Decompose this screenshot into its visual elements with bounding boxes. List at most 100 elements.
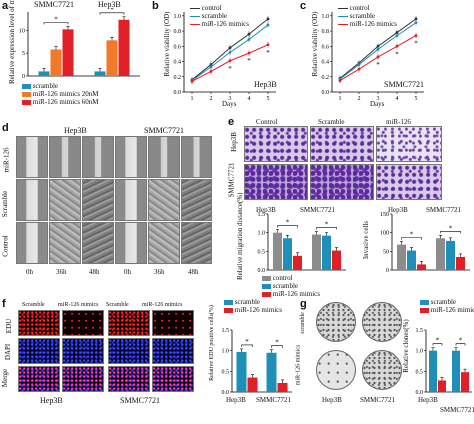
bar bbox=[283, 238, 292, 270]
y-tick-label: 1.5 bbox=[258, 212, 266, 218]
y-tick-label: 0.0 bbox=[416, 390, 424, 394]
panel-d-row-scramble: Scramble bbox=[1, 190, 10, 218]
legend-label: scramble bbox=[272, 282, 299, 290]
legend-swatch bbox=[262, 283, 271, 289]
legend-g-item-1: miR-126 mimics bbox=[420, 306, 474, 314]
legend-c: control scramble miR-126 mimics bbox=[338, 4, 397, 28]
legend-swatch bbox=[224, 299, 233, 305]
bar bbox=[50, 49, 62, 76]
bar bbox=[456, 256, 465, 270]
chart-g: 0.0 0.5 1.0 1.5 * * bbox=[416, 328, 472, 394]
legend-a-item-0: scramble bbox=[22, 82, 142, 90]
legend-c-item-0: control bbox=[338, 4, 397, 12]
panel-f-col-0: Scramble bbox=[22, 302, 45, 308]
legend-label: control bbox=[201, 4, 222, 12]
legend-swatch bbox=[22, 99, 31, 105]
legend-label: scramble bbox=[32, 82, 59, 90]
dapi-image bbox=[152, 338, 194, 364]
legend-label: scramble bbox=[430, 298, 457, 306]
legend-swatch bbox=[190, 7, 200, 10]
panel-g-chart-cell-hep3b: Hep3B bbox=[418, 396, 438, 404]
colony-dish bbox=[362, 350, 402, 390]
wound-image bbox=[115, 136, 147, 178]
panel-d-grid bbox=[16, 136, 212, 264]
sig-bracket bbox=[316, 227, 337, 230]
edu-image bbox=[108, 310, 150, 336]
edu-image bbox=[62, 310, 104, 336]
edu-image bbox=[18, 310, 60, 336]
y-tick-label: 1.5 bbox=[416, 328, 424, 334]
bar bbox=[436, 238, 445, 270]
sig-bracket bbox=[271, 345, 283, 348]
panel-e-col-control: Control bbox=[256, 118, 278, 126]
y-tick-label: 0.0 bbox=[174, 90, 182, 96]
legend-e: control scramble miR-126 mimics bbox=[262, 274, 320, 298]
bar bbox=[322, 235, 331, 270]
dapi-image bbox=[18, 338, 60, 364]
panel-f-chart-cell-hep3b: Hep3B bbox=[226, 396, 246, 404]
bar bbox=[62, 29, 74, 76]
bar bbox=[236, 351, 247, 392]
bar bbox=[118, 19, 130, 76]
sig-star: * bbox=[245, 338, 249, 346]
y-tick-label: 0 bbox=[386, 268, 389, 274]
bar bbox=[461, 372, 469, 392]
sig-star: * bbox=[410, 231, 414, 239]
y-tick-label: 0.0 bbox=[258, 268, 266, 274]
panel-e-col-scramble: Scramble bbox=[318, 118, 345, 126]
y-tick-label: 0.4 bbox=[322, 60, 330, 66]
legend-a: scramble miR-126 mimics 20nM miR-126 mim… bbox=[22, 82, 142, 106]
legend-c-item-1: scramble bbox=[338, 12, 397, 20]
wound-image bbox=[82, 222, 114, 264]
panel-e-col-mir126: miR-126 bbox=[386, 118, 411, 126]
wound-image bbox=[49, 136, 81, 178]
legend-g: scramble miR-126 mimics bbox=[420, 298, 474, 314]
panel-label-g: g bbox=[300, 298, 307, 310]
legend-label: miR-126 mimics bbox=[201, 20, 249, 28]
colony-dish bbox=[316, 350, 356, 390]
transwell-image bbox=[310, 126, 374, 162]
wound-image bbox=[115, 179, 147, 221]
chart-e-migration: 0.0 0.5 1.0 1.5 * * bbox=[258, 212, 346, 274]
wound-image bbox=[181, 136, 212, 178]
sig-star: * bbox=[459, 337, 463, 345]
merge-image bbox=[152, 366, 194, 392]
legend-swatch bbox=[338, 15, 348, 18]
legend-label: control bbox=[349, 4, 370, 12]
y-tick-label: 0.5 bbox=[222, 369, 230, 375]
panel-f-row-dapi: DAPI bbox=[4, 343, 13, 361]
panel-label-e: e bbox=[228, 116, 235, 128]
panel-e-right-cell-hep3b: Hep3B bbox=[388, 206, 408, 214]
legend-swatch bbox=[420, 299, 429, 305]
sig-bracket bbox=[241, 344, 253, 347]
panel-f-chart-cell-smmc: SMMC7721 bbox=[256, 396, 292, 404]
wound-image bbox=[148, 222, 180, 264]
y-tick-label: 0.2 bbox=[322, 75, 330, 81]
dapi-image bbox=[108, 338, 150, 364]
chart-c: 0.0 0.2 0.4 0.6 0.8 1.0 1 2 3 4 5 * * * bbox=[322, 12, 424, 102]
transwell-image bbox=[376, 164, 442, 200]
x-tick-label: 1 bbox=[339, 96, 342, 102]
y-tick-label: 0.0 bbox=[222, 390, 230, 394]
edu-image bbox=[152, 310, 194, 336]
x-tick-label: 4 bbox=[248, 96, 251, 102]
panel-a-cell-label-smmc: SMMC7721 bbox=[34, 0, 75, 9]
bar bbox=[273, 232, 282, 270]
legend-e-item-2: miR-126 mimics bbox=[262, 290, 320, 298]
sig-star: * bbox=[110, 8, 114, 14]
x-tick-label: 2 bbox=[210, 96, 213, 102]
panel-label-b: b bbox=[152, 0, 159, 12]
panel-label-f: f bbox=[2, 298, 6, 310]
y-tick-label: 1.0 bbox=[258, 231, 266, 237]
legend-f: scramble miR-126 mimics bbox=[224, 298, 282, 314]
sig-star: * bbox=[266, 49, 270, 57]
panel-b-cell-label: Hep3B bbox=[254, 80, 277, 89]
panel-d-row-control: Control bbox=[1, 235, 10, 257]
y-tick-label: 5 bbox=[22, 51, 25, 57]
bar bbox=[438, 380, 446, 392]
sig-star: * bbox=[376, 61, 380, 69]
transwell-image bbox=[244, 164, 308, 200]
legend-label: miR-126 mimics bbox=[272, 290, 320, 298]
legend-label: miR-126 mimics 20nM bbox=[32, 90, 99, 98]
bar bbox=[38, 71, 50, 76]
